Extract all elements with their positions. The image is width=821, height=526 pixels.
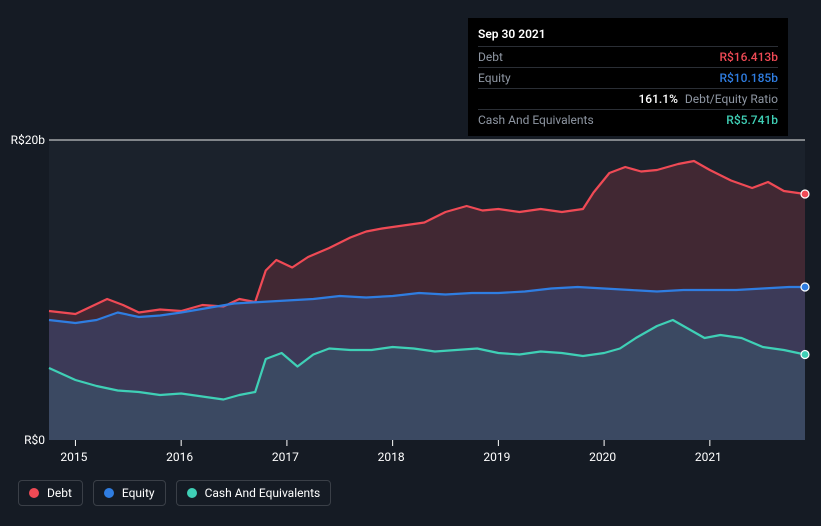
legend-label: Equity (122, 486, 155, 500)
tooltip-row-extra: Debt/Equity Ratio (682, 92, 778, 106)
legend-item-debt[interactable]: Debt (18, 480, 83, 506)
x-tick-label: 2021 (695, 450, 722, 464)
x-tick-label: 2016 (166, 450, 193, 464)
legend-swatch (29, 488, 39, 498)
x-tick-label: 2018 (378, 450, 405, 464)
tooltip-date: Sep 30 2021 (478, 24, 778, 46)
tooltip-row: Cash And Equivalents R$5.741b (478, 109, 778, 130)
legend-label: Cash And Equivalents (205, 486, 321, 500)
data-tooltip: Sep 30 2021 Debt R$16.413b Equity R$10.185b… (468, 18, 788, 136)
end-marker-equity (801, 283, 809, 291)
y-tick-label: R$0 (24, 433, 45, 447)
chart-container: Sep 30 2021 Debt R$16.413b Equity R$10.185b… (0, 0, 821, 526)
tooltip-row-value: R$16.413b (719, 50, 778, 64)
tooltip-row-label: Equity (478, 71, 511, 85)
legend-item-equity[interactable]: Equity (93, 480, 166, 506)
tooltip-rows: Debt R$16.413b Equity R$10.185b 161.1% Debt/… (478, 46, 778, 130)
x-tick-label: 2015 (60, 450, 87, 464)
tooltip-row: 161.1% Debt/Equity Ratio (478, 88, 778, 109)
legend-swatch (187, 488, 197, 498)
tooltip-row-label: Cash And Equivalents (478, 113, 594, 127)
tooltip-row-label: Debt (478, 50, 503, 64)
tooltip-row-value: 161.1% Debt/Equity Ratio (638, 92, 778, 106)
tooltip-row: Debt R$16.413b (478, 46, 778, 67)
end-marker-cash (801, 351, 809, 359)
tooltip-row-value: R$5.741b (726, 113, 778, 127)
legend-swatch (104, 488, 114, 498)
y-tick-label: R$20b (11, 133, 45, 147)
tooltip-row-value: R$10.185b (719, 71, 778, 85)
chart-legend: Debt Equity Cash And Equivalents (18, 480, 331, 506)
end-marker-debt (801, 190, 809, 198)
x-tick-label: 2017 (272, 450, 299, 464)
tooltip-row: Equity R$10.185b (478, 67, 778, 88)
x-tick-label: 2020 (589, 450, 616, 464)
legend-label: Debt (47, 486, 72, 500)
legend-item-cash-and-equivalents[interactable]: Cash And Equivalents (176, 480, 332, 506)
x-tick-label: 2019 (483, 450, 510, 464)
